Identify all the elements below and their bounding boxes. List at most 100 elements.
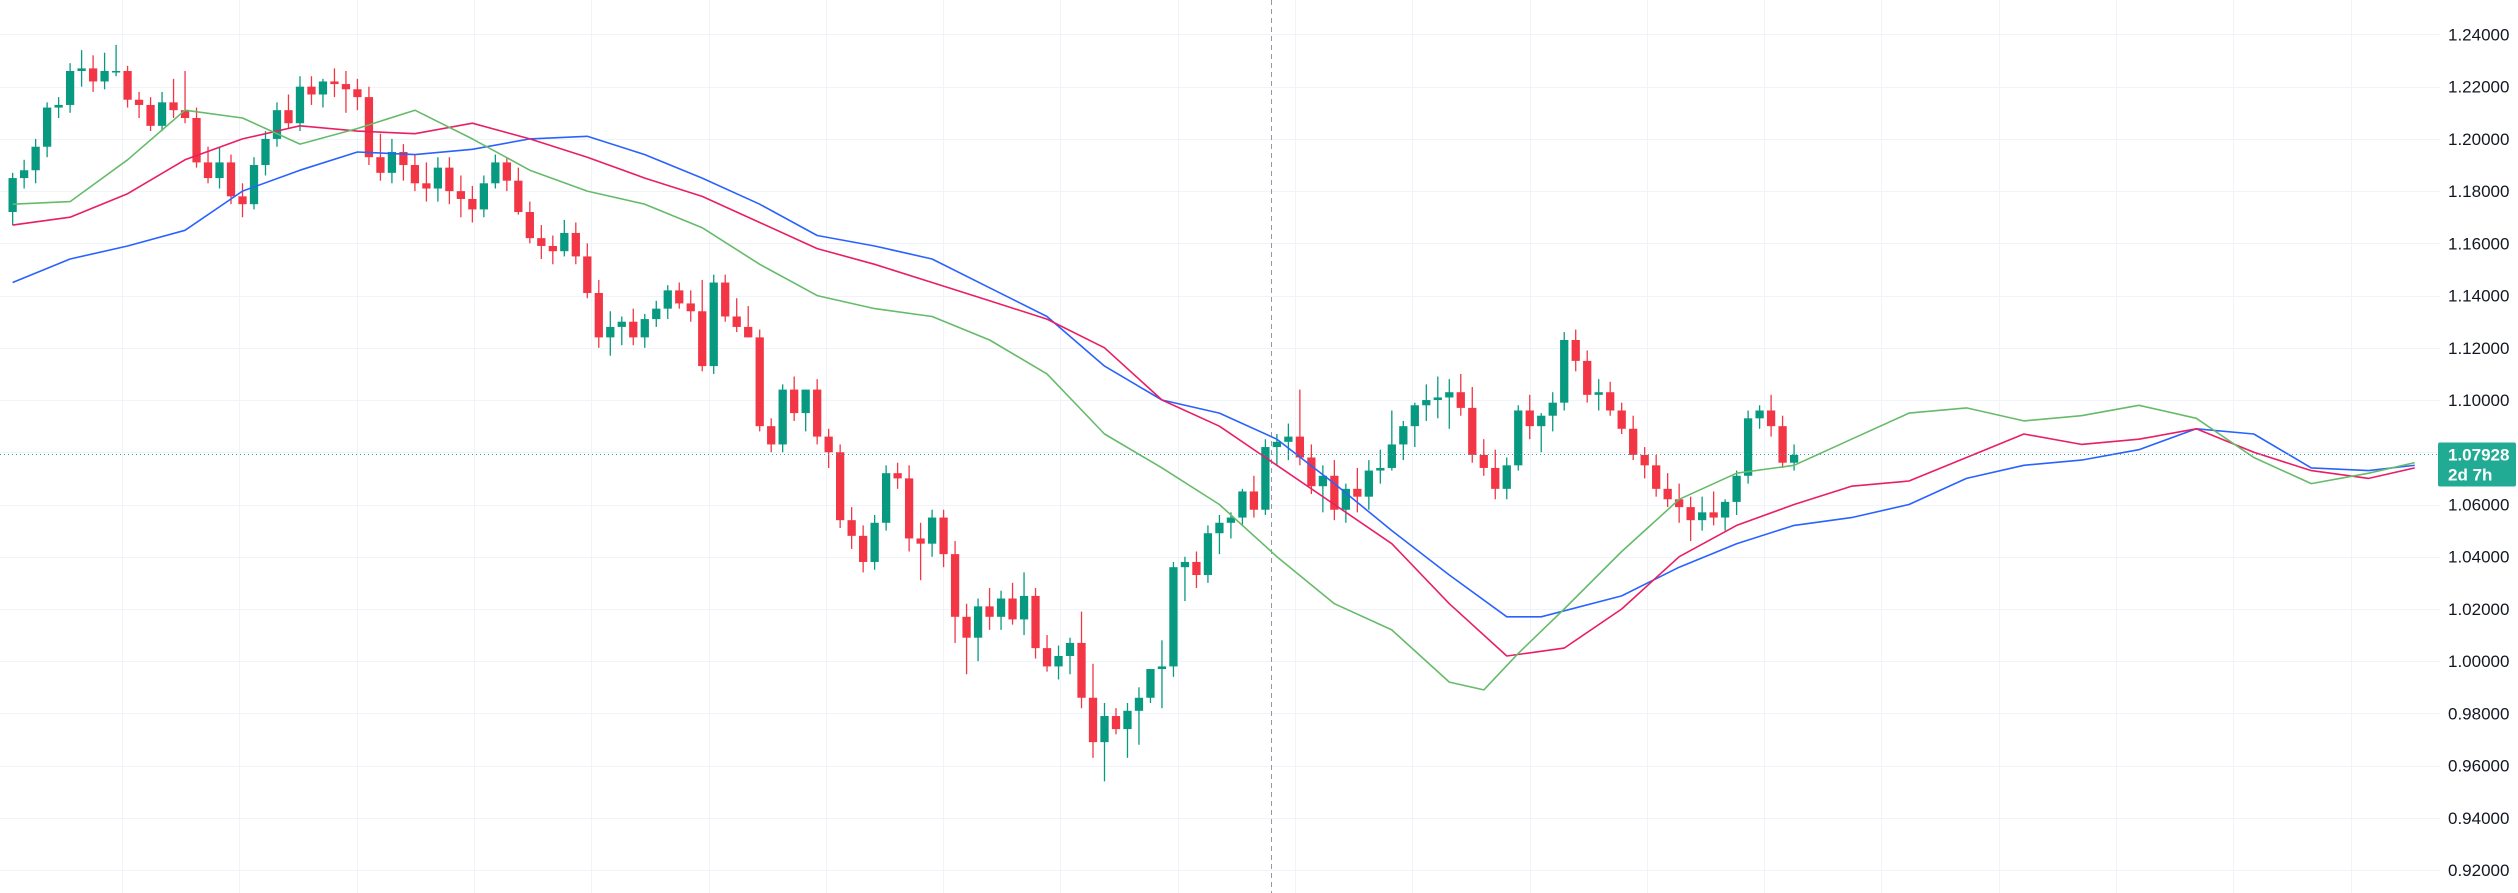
candle-up bbox=[973, 598, 983, 662]
candle-body bbox=[1583, 360, 1592, 395]
y-tick-label: 1.10000 bbox=[2448, 391, 2509, 410]
candle-body bbox=[617, 321, 626, 327]
candle-up bbox=[1537, 413, 1546, 453]
candle-up bbox=[1123, 702, 1132, 758]
candle-down bbox=[341, 71, 351, 113]
candle-up bbox=[479, 175, 488, 218]
candle-body bbox=[100, 71, 109, 82]
candle-body bbox=[330, 81, 339, 85]
candle-body bbox=[893, 473, 902, 479]
candle-down bbox=[1766, 394, 1776, 437]
candle-down bbox=[904, 465, 914, 552]
candle-up bbox=[1720, 499, 1730, 531]
candle-body bbox=[479, 183, 488, 210]
candle-body bbox=[491, 162, 500, 184]
candle-down bbox=[985, 588, 994, 630]
candle-up bbox=[295, 76, 305, 132]
candle-body bbox=[399, 151, 408, 166]
candle-body bbox=[1042, 648, 1052, 667]
candle-down bbox=[1491, 449, 1500, 500]
candle-body bbox=[1307, 457, 1316, 487]
candle-body bbox=[1387, 444, 1396, 468]
candle-body bbox=[284, 110, 293, 124]
candle-body bbox=[1422, 400, 1431, 406]
candle-body bbox=[1399, 426, 1408, 445]
candle-up bbox=[1238, 488, 1247, 526]
candle-body bbox=[870, 522, 879, 562]
candle-up bbox=[111, 44, 121, 77]
candle-body bbox=[767, 426, 776, 445]
price-axis[interactable]: 1.24000 1.22000 1.20000 1.18000 1.16000 1.140… bbox=[2438, 25, 2516, 880]
candle-body bbox=[1364, 470, 1373, 497]
candle-body bbox=[1456, 392, 1465, 408]
candle-body bbox=[1203, 533, 1213, 576]
candle-down bbox=[146, 97, 155, 132]
candle-body bbox=[675, 290, 684, 304]
candle-body bbox=[698, 311, 707, 367]
candle-body bbox=[1640, 454, 1649, 466]
candle-body bbox=[1077, 642, 1086, 698]
candle-up bbox=[1514, 405, 1523, 471]
candle-down bbox=[847, 507, 856, 549]
candle-body bbox=[318, 81, 328, 95]
candle-body bbox=[1709, 512, 1718, 518]
candle-body bbox=[1238, 491, 1247, 518]
candle-body bbox=[376, 157, 385, 173]
candle-down bbox=[1295, 389, 1305, 466]
candle-down bbox=[1330, 460, 1339, 521]
candle-down bbox=[767, 418, 776, 453]
candle-up bbox=[1341, 483, 1350, 523]
candle-up bbox=[1100, 702, 1109, 782]
candle-body bbox=[1295, 436, 1305, 458]
candle-body bbox=[1341, 488, 1350, 510]
candle-down bbox=[1468, 386, 1477, 463]
candle-up bbox=[1261, 439, 1270, 515]
candle-up bbox=[65, 63, 75, 113]
candle-down bbox=[594, 279, 603, 348]
candle-body bbox=[1514, 410, 1523, 466]
candle-body bbox=[1502, 465, 1511, 489]
candle-down bbox=[916, 522, 925, 581]
candle-body bbox=[445, 167, 454, 192]
candle-down bbox=[88, 55, 98, 92]
ma-fast-line bbox=[12, 109, 2415, 691]
candle-body bbox=[1652, 465, 1661, 489]
candle-down bbox=[537, 225, 546, 260]
candle-body bbox=[42, 107, 52, 147]
candle-body bbox=[606, 326, 615, 338]
candle-body bbox=[146, 104, 155, 126]
candle-up bbox=[433, 157, 443, 202]
candle-down bbox=[1042, 635, 1052, 672]
candle-up bbox=[1560, 332, 1569, 411]
y-tick-label: 0.96000 bbox=[2448, 757, 2509, 776]
candle-body bbox=[629, 321, 638, 338]
candle-body bbox=[571, 232, 580, 257]
candle-body bbox=[1548, 402, 1557, 416]
candle-body bbox=[1019, 595, 1029, 620]
candle-up bbox=[1203, 525, 1213, 583]
candle-body bbox=[364, 97, 374, 158]
candle-body bbox=[1249, 491, 1259, 510]
candle-up bbox=[927, 509, 937, 557]
y-tick-label: 1.06000 bbox=[2448, 496, 2509, 515]
candle-body bbox=[973, 606, 983, 638]
candle-up bbox=[100, 52, 109, 90]
candle-up bbox=[1054, 645, 1063, 680]
candle-down bbox=[1525, 394, 1534, 440]
candle-up bbox=[1445, 379, 1454, 429]
candle-body bbox=[54, 104, 63, 108]
candle-down bbox=[445, 157, 454, 205]
candle-body bbox=[261, 138, 270, 166]
candle-body bbox=[19, 170, 29, 179]
candle-down bbox=[1663, 473, 1672, 508]
candle-down bbox=[502, 157, 511, 192]
y-tick-label: 1.14000 bbox=[2448, 287, 2509, 306]
candle-body bbox=[238, 196, 247, 205]
candle-up bbox=[54, 97, 63, 119]
candle-body bbox=[1479, 454, 1488, 468]
candle-body bbox=[215, 162, 224, 179]
candle-up bbox=[1215, 514, 1224, 555]
